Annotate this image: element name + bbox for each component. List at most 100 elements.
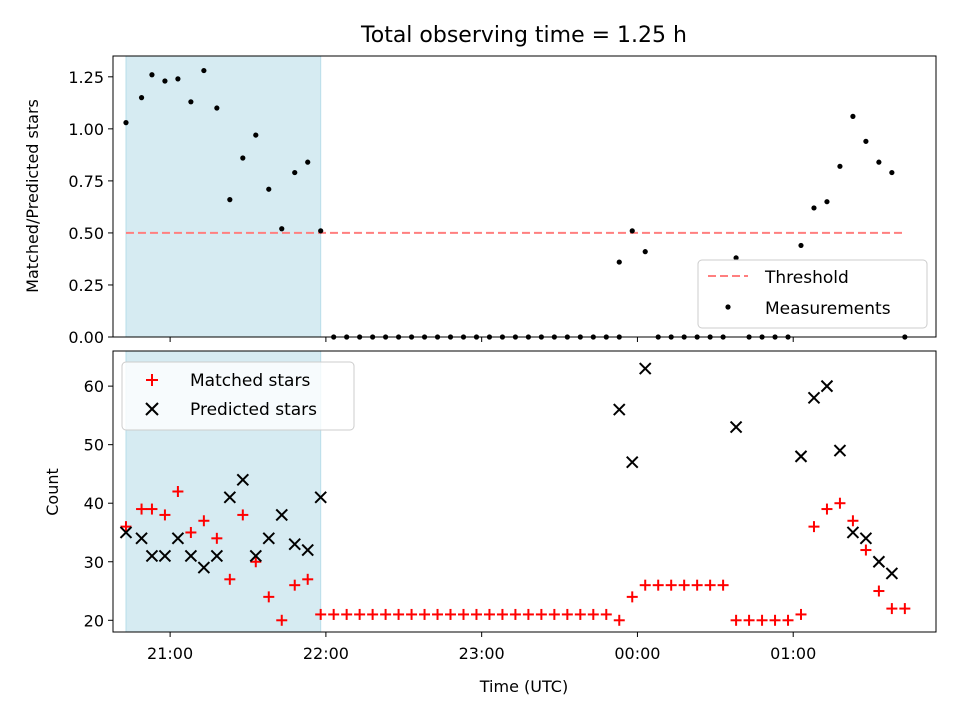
matched-star-point [769,614,781,626]
predicted-star-point [135,532,148,545]
matched-star-point [730,614,742,626]
y-tick-label: 60 [84,377,104,396]
y-tick-label: 30 [84,553,104,572]
y-tick-label: 1.25 [68,68,104,87]
measurement-point [240,155,246,161]
predicted-star-point [613,403,626,416]
measurement-point [798,242,804,249]
matched-star-point [496,608,508,620]
matched-star-point [756,614,768,626]
matched-star-point [328,608,340,620]
matched-star-point [561,608,573,620]
y-tick-label: 40 [84,494,104,513]
matched-star-point [821,503,833,515]
measurement-point [850,113,856,119]
measurement-point [266,186,272,192]
predicted-star-point [197,561,211,574]
predicted-star-point [119,526,133,539]
matched-star-point [470,608,482,620]
matched-star-point [873,585,885,597]
matched-star-point [743,614,755,626]
y-tick-label: 50 [84,436,104,455]
measurement-point [305,159,311,165]
matched-star-point [172,486,184,497]
top-highlight-span [125,55,322,338]
matched-stars-points [120,486,911,626]
matched-star-point [535,608,547,620]
legend-predicted-label: Predicted stars [190,400,317,420]
legend-matched-label: Matched stars [190,371,310,391]
matched-star-point [782,614,794,626]
predicted-star-point [301,543,314,557]
matched-star-point [432,608,444,620]
predicted-star-point [210,549,224,563]
x-tick-label: 21:00 [147,644,193,663]
matched-star-point [691,579,703,591]
measurement-point [642,249,648,255]
top-panel: Total observing time = 1.25 h Matched/Pr… [23,23,937,347]
matched-star-point [237,509,249,521]
matched-star-point [639,579,651,591]
x-tick-label: 00:00 [614,644,660,663]
legend-matched-swatch [146,374,158,386]
matched-star-point [899,603,911,615]
matched-star-point [302,573,314,585]
predicted-star-point [885,567,899,580]
matched-star-point [224,573,236,585]
measurement-point [629,228,635,234]
measurement-point [149,72,155,78]
bottom-axes-frame [112,350,937,633]
y-tick-label: 1.00 [68,120,104,139]
measurement-point [318,228,324,234]
matched-star-point [341,608,353,620]
predicted-star-point [859,532,873,545]
predicted-star-point [249,549,262,563]
top-panel-title: Total observing time = 1.25 h [360,23,687,48]
measurement-point [175,76,181,82]
measurement-point [292,169,298,176]
predicted-star-point [184,549,198,563]
measurement-point [227,197,233,203]
top-y-ticks: 0.00 0.25 0.50 0.75 1.00 1.25 [68,68,113,347]
measurement-point [214,105,220,111]
matched-star-point [159,509,171,521]
predicted-star-point [807,391,821,405]
measurement-point [876,159,882,165]
y-tick-label: 0.75 [68,172,104,191]
predicted-star-point [223,491,237,504]
predicted-star-point [833,444,847,457]
matched-star-point [678,579,690,591]
matched-star-point [665,579,677,591]
matched-star-point [419,608,431,620]
bottom-panel-xlabel: Time (UTC) [479,677,568,696]
measurement-point [837,163,843,169]
measurement-point [863,138,869,144]
matched-star-point [522,608,534,620]
predicted-star-point [158,549,172,563]
matched-star-point [457,608,469,620]
matched-star-point [198,515,210,527]
matched-star-point [704,579,716,591]
matched-star-point [263,591,275,603]
measurement-point [733,255,739,261]
predicted-star-point [626,456,639,469]
matched-star-point [717,579,729,591]
legend-predicted-swatch [145,402,159,416]
matched-star-point [146,503,158,515]
matched-star-point [445,608,457,620]
measurement-point [138,95,145,101]
predicted-star-point [275,508,288,522]
y-tick-label: 0.50 [68,224,104,243]
x-tick-label: 22:00 [303,644,349,663]
matched-star-point [886,603,898,615]
top-x-ticks [169,337,794,342]
matched-star-point [509,608,521,620]
predicted-star-point [262,532,275,545]
predicted-star-point [729,420,743,434]
matched-star-point [808,521,820,533]
measurement-point [889,169,895,176]
legend-measurements-swatch [725,304,731,310]
matched-star-point [548,608,560,620]
x-tick-label: 23:00 [459,644,505,663]
